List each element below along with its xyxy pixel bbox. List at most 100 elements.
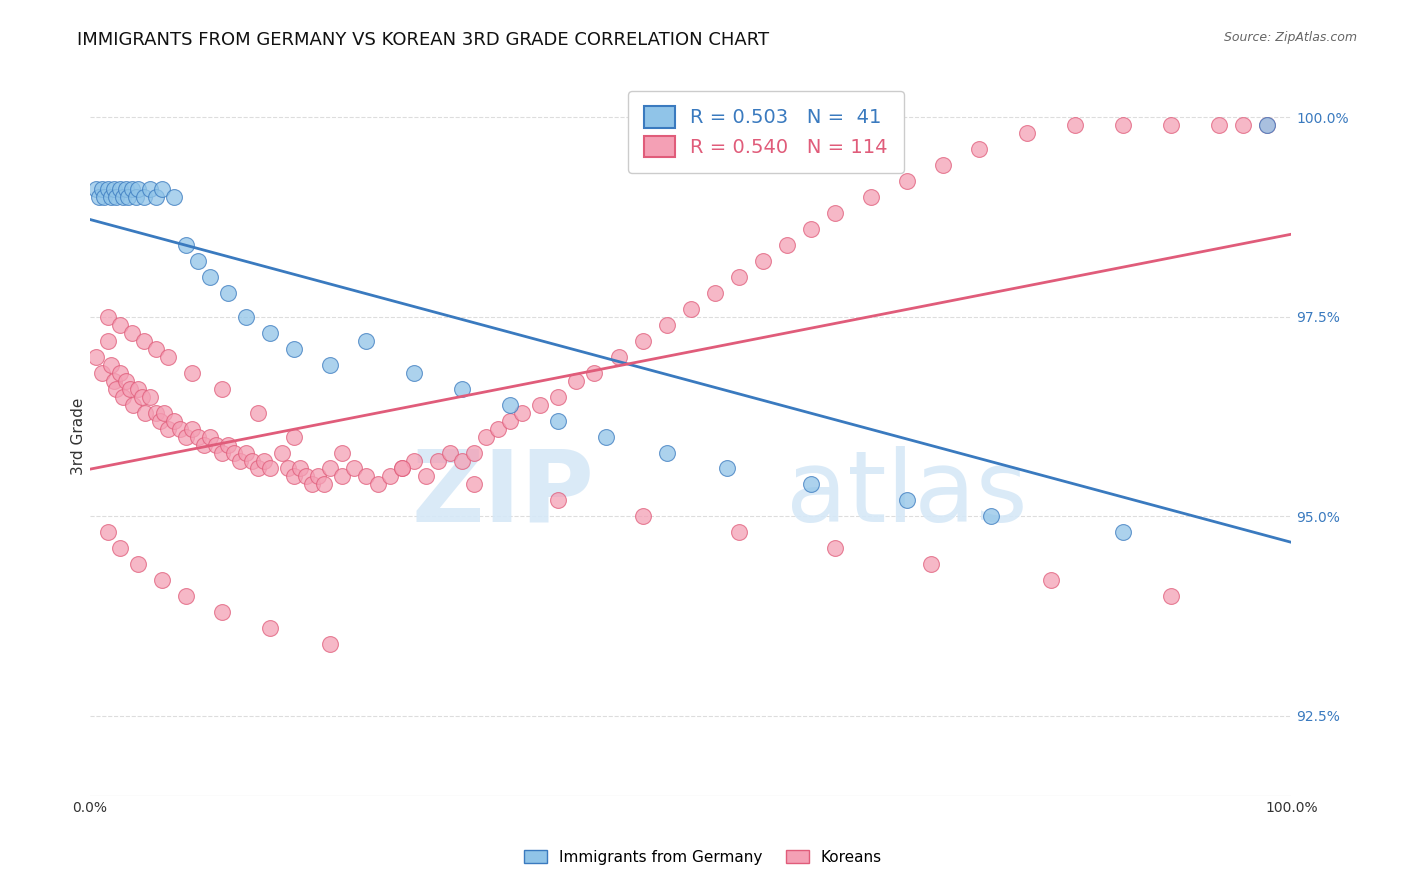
Point [295,469,318,483]
Point [108,366,131,380]
Point [1256,118,1278,132]
Point [486,421,509,435]
Point [181,421,204,435]
Point [727,525,749,540]
Point [131,390,153,404]
Point [105,190,128,204]
Point [565,374,588,388]
Point [117,190,139,204]
Point [301,477,323,491]
Point [97,182,120,196]
Legend: Immigrants from Germany, Koreans: Immigrants from Germany, Koreans [517,844,889,871]
Point [211,382,233,396]
Point [451,382,474,396]
Point [253,453,276,467]
Point [800,222,823,236]
Point [512,406,534,420]
Point [980,509,1002,524]
Point [1208,118,1230,132]
Point [716,461,738,475]
Point [451,453,474,467]
Point [1015,126,1038,140]
Point [90,366,112,380]
Point [127,182,149,196]
Point [150,573,173,587]
Point [139,182,162,196]
Point [271,445,294,459]
Point [800,477,823,491]
Point [499,398,522,412]
Point [343,461,366,475]
Point [124,190,146,204]
Text: atlas: atlas [786,445,1028,542]
Point [145,342,167,356]
Point [198,429,221,443]
Point [132,334,155,348]
Point [259,326,281,340]
Point [896,493,918,508]
Point [391,461,413,475]
Point [259,461,281,475]
Point [211,605,233,619]
Point [277,461,299,475]
Point [283,342,305,356]
Point [354,334,377,348]
Point [139,390,162,404]
Legend: R = 0.503   N =  41, R = 0.540   N = 114: R = 0.503 N = 41, R = 0.540 N = 114 [628,91,904,173]
Point [222,445,245,459]
Point [1112,525,1135,540]
Point [247,406,270,420]
Point [97,310,120,324]
Point [330,445,353,459]
Point [132,190,155,204]
Point [367,477,389,491]
Point [1040,573,1063,587]
Point [134,406,156,420]
Point [174,429,197,443]
Point [217,285,239,300]
Point [463,445,485,459]
Point [174,589,197,603]
Text: ZIP: ZIP [412,445,595,542]
Point [153,406,176,420]
Point [127,382,149,396]
Point [967,142,990,156]
Point [547,414,569,428]
Point [148,414,170,428]
Point [115,374,138,388]
Point [198,269,221,284]
Point [1064,118,1087,132]
Point [97,334,120,348]
Point [380,469,402,483]
Point [259,621,281,635]
Text: Source: ZipAtlas.com: Source: ZipAtlas.com [1223,31,1357,45]
Point [439,445,461,459]
Point [90,182,112,196]
Point [93,190,115,204]
Point [330,469,353,483]
Point [235,445,257,459]
Point [100,358,122,372]
Point [655,318,678,332]
Point [679,301,702,316]
Point [314,477,336,491]
Point [240,453,263,467]
Point [84,182,107,196]
Point [156,421,179,435]
Text: IMMIGRANTS FROM GERMANY VS KOREAN 3RD GRADE CORRELATION CHART: IMMIGRANTS FROM GERMANY VS KOREAN 3RD GR… [77,31,769,49]
Point [121,182,143,196]
Point [145,190,167,204]
Point [1160,118,1182,132]
Point [631,334,654,348]
Point [84,350,107,364]
Point [163,414,186,428]
Point [655,445,678,459]
Point [824,541,846,556]
Y-axis label: 3rd Grade: 3rd Grade [72,398,86,475]
Point [1256,118,1278,132]
Point [427,453,450,467]
Point [415,469,437,483]
Point [112,190,135,204]
Point [896,174,918,188]
Point [354,469,377,483]
